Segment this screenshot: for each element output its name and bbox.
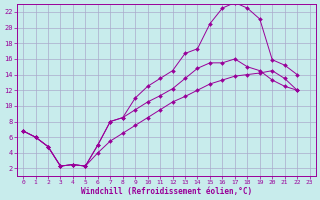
X-axis label: Windchill (Refroidissement éolien,°C): Windchill (Refroidissement éolien,°C) xyxy=(81,187,252,196)
